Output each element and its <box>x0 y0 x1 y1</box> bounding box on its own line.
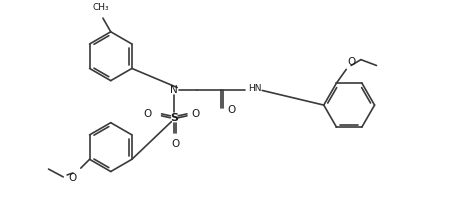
Text: N: N <box>170 85 178 95</box>
Text: CH₃: CH₃ <box>92 3 109 12</box>
Text: O: O <box>69 173 77 183</box>
Text: O: O <box>227 105 235 115</box>
Text: O: O <box>171 139 179 149</box>
Text: O: O <box>143 109 152 119</box>
Text: O: O <box>346 57 355 67</box>
Text: S: S <box>170 113 178 123</box>
Text: HN: HN <box>248 84 262 93</box>
Text: O: O <box>192 109 200 119</box>
